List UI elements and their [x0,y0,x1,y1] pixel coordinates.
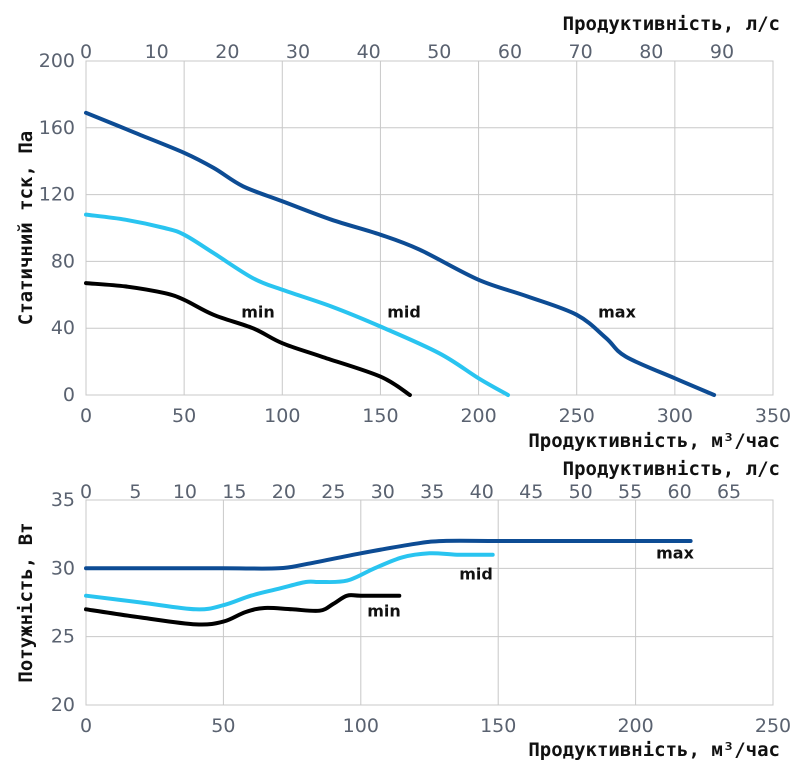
series-line-max [84,110,717,397]
x2-axis-title: Продуктивність, л/с [563,13,780,35]
y-tick-label: 120 [39,184,75,206]
x2-tick-label: 65 [717,481,741,503]
y-tick-label: 80 [51,250,75,272]
x2-tick-label: 10 [145,41,169,63]
series-label-min: min [367,602,401,621]
x2-tick-label: 50 [569,481,593,503]
series-label-min: min [241,303,275,322]
chart-1: 0 50 100 150 200 250 300 350 0 10 20 30 40 50 60 70 80 90… [15,13,791,452]
x2-tick-label: 20 [215,41,239,63]
x-tick-label: 100 [264,405,300,427]
chart-2: 0 50 100 150 200 250 0 5 10 15 20 25 30 35 40 45 50 55 60 6… [15,458,791,761]
x2-tick-label: 10 [173,481,197,503]
x2-tick-label: 40 [470,481,494,503]
x2-tick-label: 0 [80,41,92,63]
x2-tick-label: 0 [80,481,92,503]
y-tick-label: 40 [51,317,75,339]
x-tick-label: 0 [80,405,92,427]
x2-tick-label: 70 [569,41,593,63]
y-axis-title: Потужність, Вт [15,522,37,682]
x-tick-label: 200 [460,405,496,427]
y-tick-label: 160 [39,117,75,139]
x2-tick-label: 20 [272,481,296,503]
x2-tick-label: 45 [519,481,543,503]
x2-axis-title: Продуктивність, л/с [563,458,780,480]
series-label-max: max [656,544,694,563]
series-line-mid [84,551,495,612]
x2-tick-label: 5 [129,481,141,503]
x-tick-label: 50 [211,715,235,737]
x2-tick-label: 30 [371,481,395,503]
x-tick-label: 300 [657,405,693,427]
series-line-min [84,593,402,627]
x-tick-label: 250 [559,405,595,427]
series-label-max: max [598,303,636,322]
x-tick-label: 150 [362,405,398,427]
series-label-mid: mid [387,303,421,322]
x2-tick-label: 90 [710,41,734,63]
y-axis-title: Статичний тск, Па [15,131,37,325]
series-line-max [84,538,693,571]
x-tick-label: 50 [172,405,196,427]
series-label-mid: mid [459,565,493,584]
x2-tick-label: 80 [639,41,663,63]
x2-tick-label: 60 [498,41,522,63]
series-line-min [84,281,412,397]
x2-tick-label: 60 [668,481,692,503]
y-tick-label: 30 [51,557,75,579]
x-tick-label: 200 [617,715,653,737]
series-line-mid [84,212,510,397]
x2-tick-label: 25 [321,481,345,503]
plot-frame [85,60,774,396]
x-axis-title: Продуктивність, м³/час [528,739,780,761]
y-tick-label: 200 [39,50,75,72]
x2-tick-label: 30 [286,41,310,63]
x2-tick-label: 40 [357,41,381,63]
x-tick-label: 350 [755,405,791,427]
plot-frame [85,499,774,706]
x-tick-label: 0 [80,715,92,737]
x-tick-label: 100 [343,715,379,737]
x2-tick-label: 50 [427,41,451,63]
x2-tick-label: 55 [618,481,642,503]
x2-tick-label: 15 [222,481,246,503]
x-tick-label: 250 [755,715,791,737]
y-tick-label: 20 [51,694,75,716]
x-tick-label: 150 [480,715,516,737]
y-tick-label: 0 [63,384,75,406]
y-tick-label: 25 [51,626,75,648]
x2-tick-label: 35 [420,481,444,503]
y-tick-label: 35 [51,489,75,511]
x-axis-title: Продуктивність, м³/час [528,430,780,452]
